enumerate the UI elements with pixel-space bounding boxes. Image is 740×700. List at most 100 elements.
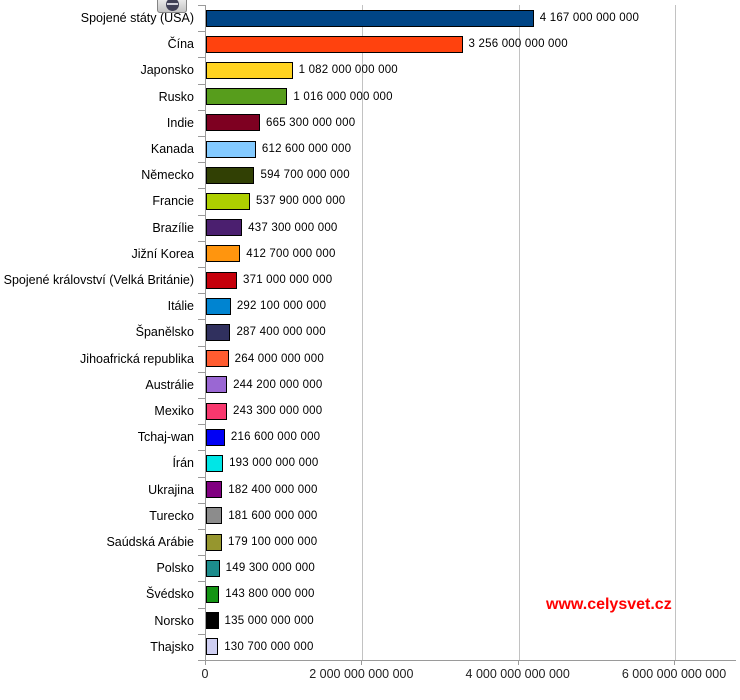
category-label: Mexiko [154,404,194,418]
category-label: Turecko [149,508,194,523]
bar [206,166,255,184]
bar [206,507,223,525]
bar-value-label: 244 200 000 000 [233,378,323,391]
bar-row: 437 300 000 000 [206,215,736,241]
bar [206,192,251,210]
bar-value-label: 264 000 000 000 [234,352,324,365]
y-axis-tick [198,57,205,59]
category-label: Švédsko [146,587,194,602]
category-label: Francie [152,194,194,209]
bar-row: 612 600 000 000 [206,136,736,162]
bar-row: 287 400 000 000 [206,319,736,345]
bar-row: 143 800 000 000 [206,581,736,607]
watermark-text: www.celysvet.cz [546,596,672,613]
globe-icon [165,0,179,11]
y-axis-tick [198,31,205,33]
bar-row: 1 082 000 000 000 [206,57,736,83]
bar-value-label: 193 000 000 000 [229,457,319,470]
bar-value-label: 371 000 000 000 [243,274,333,287]
category-label: Německo [141,168,194,183]
bar-row: 292 100 000 000 [206,293,736,319]
y-axis-tick [198,319,205,321]
y-axis-tick [198,424,205,426]
category-label: Norsko [154,613,194,628]
y-axis-tick [198,555,205,557]
category-label: Thajsko [150,639,194,654]
bar-value-label: 537 900 000 000 [256,195,346,208]
y-axis-tick [198,476,205,478]
bar-value-label: 135 000 000 000 [224,614,314,627]
bar [206,88,288,106]
y-axis-tick [198,502,205,504]
category-label: Austrálie [145,377,194,392]
bar-value-label: 3 256 000 000 000 [468,38,568,51]
category-label: Kanada [150,142,194,156]
y-axis-tick [198,109,205,111]
category-label: Ukrajina [148,482,194,497]
category-label: Saúdská Arábie [106,535,194,549]
y-axis-tick [198,398,205,399]
y-axis-tick [198,450,205,452]
gridline [518,5,520,660]
x-axis-label: 6 000 000 000 000 [621,667,727,681]
bar-value-label: 143 800 000 000 [225,588,315,601]
bar-row: 412 700 000 000 [206,241,736,267]
category-label: Itálie [167,299,194,314]
gridline [675,5,677,660]
y-axis-tick [198,345,205,347]
bar-row: 665 300 000 000 [206,110,736,136]
category-labels: Spojené státy (USA) Čína Japonsko Rusko Indi… [0,5,194,660]
x-axis-label: 0 [201,667,209,681]
bar-value-label: 182 400 000 000 [228,483,318,496]
bar-row: 181 600 000 000 [206,503,736,529]
bar-value-label: 4 167 000 000 000 [539,12,640,25]
bar [206,297,231,315]
category-label: Jižní Korea [131,246,194,261]
y-axis-tick [198,267,205,268]
bar-row: 594 700 000 000 [206,162,736,188]
x-axis-label: 2 000 000 000 000 [309,667,414,681]
bar-value-label: 181 600 000 000 [228,509,318,522]
bar-value-label: 1 016 000 000 000 [293,90,393,103]
bar [206,428,225,446]
category-label: Indie [166,115,194,130]
y-axis-tick [198,83,205,85]
chart-toolbar-button[interactable] [157,0,187,13]
bar-value-label: 437 300 000 000 [248,221,338,234]
category-label: Japonsko [140,63,194,78]
y-axis-tick [198,660,205,661]
bar-row: 371 000 000 000 [206,267,736,293]
bar [206,481,223,499]
bar [206,245,241,263]
x-axis-tick [361,660,363,665]
y-axis-tick [198,240,205,242]
category-label: Jihoafrická republika [80,351,194,366]
category-label: Rusko [158,89,194,104]
x-axis-tick [205,660,206,665]
bar-row: 179 100 000 000 [206,529,736,555]
category-label: Spojené království (Velká Británie) [3,273,194,287]
y-axis-tick [198,633,205,635]
x-axis-label: 4 000 000 000 000 [465,667,570,681]
bar-value-label: 594 700 000 000 [260,169,350,182]
y-axis-tick [198,607,205,609]
category-label: Španělsko [135,325,194,340]
y-axis-tick [198,162,205,164]
bar [206,350,229,368]
bar [206,323,231,341]
bar-value-label: 412 700 000 000 [246,247,336,260]
bar-value-label: 179 100 000 000 [228,536,318,549]
bar-row: 3 256 000 000 000 [206,31,736,57]
bar [206,376,228,394]
bar-row: 135 000 000 000 [206,608,736,634]
bar [206,271,237,289]
bar [206,454,224,472]
category-label: Tchaj-wan [137,430,194,445]
bar-value-label: 216 600 000 000 [230,431,321,444]
y-axis-tick [198,293,205,295]
bar-value-label: 243 300 000 000 [233,405,323,418]
bar [206,140,256,158]
bar [206,9,534,27]
bar-row: 537 900 000 000 [206,188,736,214]
category-label: Írán [172,456,194,471]
